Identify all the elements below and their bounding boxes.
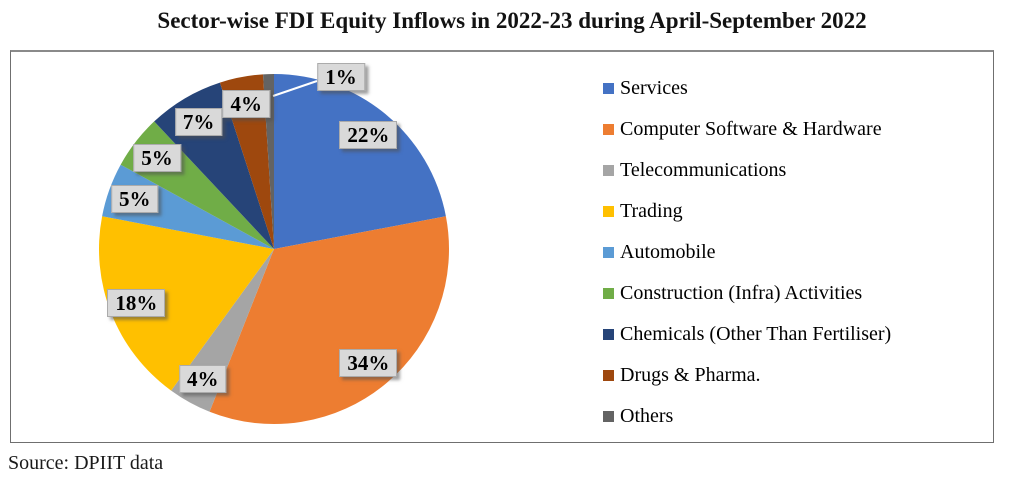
chart-title: Sector-wise FDI Equity Inflows in 2022-2… — [157, 8, 867, 33]
label-leader-line — [272, 80, 318, 97]
legend-swatch-icon — [603, 329, 614, 340]
legend-swatch-icon — [603, 288, 614, 299]
legend-item-construction-infra-activities: Construction (Infra) Activities — [603, 273, 891, 314]
chart-area: 22% 34% 4% 18% 5% 5% 7% 4% 1% Services Computer S… — [10, 50, 994, 443]
legend-swatch-icon — [603, 165, 614, 176]
legend-label: Trading — [620, 200, 683, 222]
chart-legend: Services Computer Software & Hardware Tele… — [603, 68, 891, 437]
legend-swatch-icon — [603, 247, 614, 258]
legend-label: Chemicals (Other Than Fertiliser) — [620, 323, 892, 345]
legend-label: Construction (Infra) Activities — [620, 282, 863, 304]
legend-item-drugs-pharma: Drugs & Pharma. — [603, 355, 891, 396]
legend-item-others: Others — [603, 396, 891, 437]
legend-label: Computer Software & Hardware — [620, 118, 882, 140]
pie-slice-trading — [99, 216, 274, 391]
legend-swatch-icon — [603, 206, 614, 217]
legend-item-trading: Trading — [603, 191, 891, 232]
legend-label: Telecommunications — [620, 159, 787, 181]
legend-swatch-icon — [603, 124, 614, 135]
legend-swatch-icon — [603, 83, 614, 94]
legend-item-services: Services — [603, 68, 891, 109]
pie-chart — [99, 74, 449, 424]
legend-item-computer-software-hardware: Computer Software & Hardware — [603, 109, 891, 150]
legend-swatch-icon — [603, 411, 614, 422]
pie-slice-services — [274, 74, 446, 249]
legend-item-automobile: Automobile — [603, 232, 891, 273]
legend-swatch-icon — [603, 370, 614, 381]
legend-label: Others — [620, 405, 674, 427]
legend-item-telecommunications: Telecommunications — [603, 150, 891, 191]
legend-label: Services — [620, 77, 688, 99]
source-note: Source: DPIIT data — [8, 452, 164, 474]
pie-slice-others — [263, 74, 274, 249]
legend-label: Automobile — [620, 241, 716, 263]
pie-slice-drugs-pharma — [219, 74, 274, 249]
legend-item-chemicals-other-than-fertiliser: Chemicals (Other Than Fertiliser) — [603, 314, 891, 355]
legend-label: Drugs & Pharma. — [620, 364, 761, 386]
